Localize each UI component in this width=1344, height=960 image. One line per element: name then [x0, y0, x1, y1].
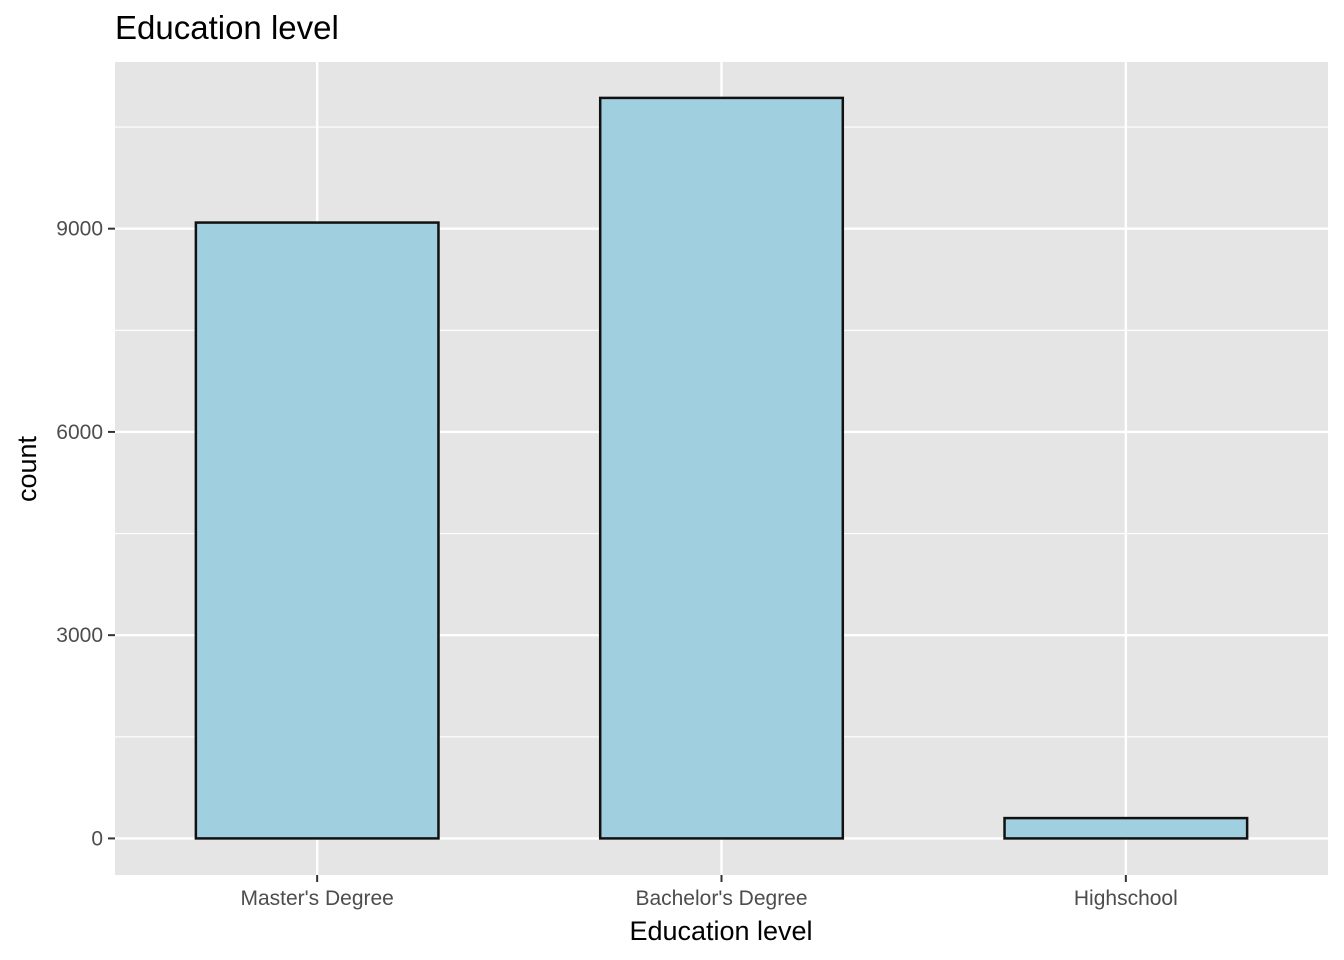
bar [194, 221, 440, 840]
x-axis-ticks: Master's Degree Bachelor's Degree Highscho… [240, 875, 1178, 910]
y-axis-ticks: 0 3000 6000 9000 [56, 218, 115, 850]
x-tick-label: Master's Degree [240, 887, 393, 910]
x-tick-label: Bachelor's Degree [635, 887, 807, 910]
x-tick-label: Highschool [1074, 887, 1178, 910]
y-tick-label: 3000 [56, 624, 103, 647]
y-tick-label: 9000 [56, 218, 103, 241]
bar [1003, 816, 1249, 840]
y-axis-title: count [12, 435, 42, 502]
y-tick-label: 0 [91, 827, 103, 850]
chart-title: Education level [115, 9, 339, 46]
y-tick-label: 6000 [56, 421, 103, 444]
bar [598, 96, 845, 840]
bars [194, 96, 1249, 840]
x-axis-title: Education level [629, 916, 812, 946]
